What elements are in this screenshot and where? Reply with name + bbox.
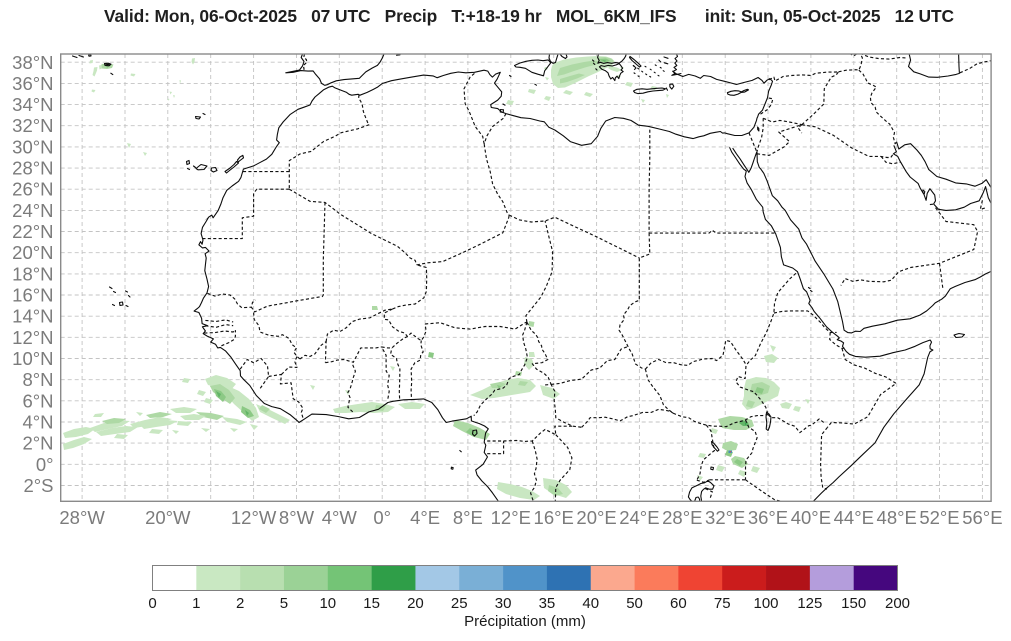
svg-text:56°E: 56°E — [962, 507, 1002, 528]
svg-text:24°N: 24°N — [12, 200, 53, 221]
svg-text:32°E: 32°E — [705, 507, 745, 528]
svg-text:150: 150 — [841, 595, 866, 612]
svg-text:16°N: 16°N — [12, 285, 53, 306]
svg-text:5: 5 — [280, 595, 288, 612]
svg-text:48°E: 48°E — [877, 507, 917, 528]
svg-text:200: 200 — [885, 595, 910, 612]
svg-text:0°: 0° — [373, 507, 391, 528]
svg-text:15: 15 — [363, 595, 380, 612]
svg-text:14°N: 14°N — [12, 306, 53, 327]
svg-text:4°W: 4°W — [322, 507, 358, 528]
svg-text:12°E: 12°E — [491, 507, 531, 528]
svg-text:40: 40 — [582, 595, 599, 612]
svg-text:38°N: 38°N — [12, 52, 53, 73]
svg-text:32°N: 32°N — [12, 115, 53, 136]
svg-text:22°N: 22°N — [12, 221, 53, 242]
svg-text:40°E: 40°E — [791, 507, 831, 528]
svg-text:4°E: 4°E — [410, 507, 440, 528]
svg-text:2°S: 2°S — [23, 475, 53, 496]
svg-text:60: 60 — [670, 595, 687, 612]
svg-text:0°: 0° — [36, 454, 54, 475]
svg-text:8°W: 8°W — [279, 507, 315, 528]
svg-text:35: 35 — [539, 595, 556, 612]
svg-text:100: 100 — [754, 595, 779, 612]
svg-text:28°N: 28°N — [12, 158, 53, 179]
svg-text:2°N: 2°N — [22, 433, 53, 454]
svg-text:24°E: 24°E — [619, 507, 659, 528]
svg-text:0: 0 — [148, 595, 156, 612]
svg-text:16°E: 16°E — [534, 507, 574, 528]
svg-text:20°N: 20°N — [12, 242, 53, 263]
svg-text:20°E: 20°E — [576, 507, 616, 528]
svg-text:10°N: 10°N — [12, 348, 53, 369]
svg-text:52°E: 52°E — [919, 507, 959, 528]
svg-text:20°W: 20°W — [145, 507, 191, 528]
svg-text:6°N: 6°N — [22, 390, 53, 411]
svg-text:30°N: 30°N — [12, 136, 53, 157]
svg-text:125: 125 — [797, 595, 822, 612]
svg-text:36°N: 36°N — [12, 73, 53, 94]
svg-text:36°E: 36°E — [748, 507, 788, 528]
svg-text:44°E: 44°E — [834, 507, 874, 528]
svg-text:10: 10 — [319, 595, 336, 612]
svg-text:8°E: 8°E — [453, 507, 483, 528]
svg-text:30: 30 — [495, 595, 512, 612]
svg-text:12°W: 12°W — [231, 507, 277, 528]
svg-text:28°E: 28°E — [662, 507, 702, 528]
svg-text:25: 25 — [451, 595, 468, 612]
svg-text:Précipitation (mm): Précipitation (mm) — [464, 613, 586, 630]
svg-text:4°N: 4°N — [22, 412, 53, 433]
svg-text:50: 50 — [626, 595, 643, 612]
svg-text:34°N: 34°N — [12, 94, 53, 115]
svg-text:28°W: 28°W — [59, 507, 105, 528]
svg-text:2: 2 — [236, 595, 244, 612]
svg-text:1: 1 — [192, 595, 200, 612]
svg-text:8°N: 8°N — [22, 369, 53, 390]
svg-text:75: 75 — [714, 595, 731, 612]
svg-text:26°N: 26°N — [12, 179, 53, 200]
svg-text:20: 20 — [407, 595, 424, 612]
svg-text:12°N: 12°N — [12, 327, 53, 348]
svg-text:18°N: 18°N — [12, 263, 53, 284]
